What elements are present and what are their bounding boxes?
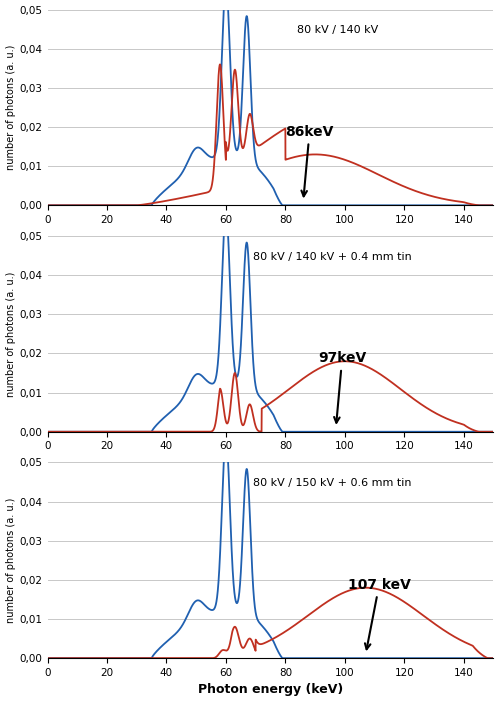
Text: 86keV: 86keV	[285, 125, 334, 197]
Y-axis label: number of photons (a. u.): number of photons (a. u.)	[5, 45, 15, 170]
Text: 80 kV / 140 kV + 0.4 mm tin: 80 kV / 140 kV + 0.4 mm tin	[252, 251, 412, 262]
Y-axis label: number of photons (a. u.): number of photons (a. u.)	[5, 498, 15, 623]
Text: 107 keV: 107 keV	[348, 578, 411, 649]
Text: 80 kV / 150 kV + 0.6 mm tin: 80 kV / 150 kV + 0.6 mm tin	[252, 478, 411, 488]
Text: 97keV: 97keV	[318, 351, 366, 423]
Text: 80 kV / 140 kV: 80 kV / 140 kV	[297, 25, 379, 35]
X-axis label: Photon energy (keV): Photon energy (keV)	[198, 684, 343, 696]
Y-axis label: number of photons (a. u.): number of photons (a. u.)	[5, 271, 15, 397]
